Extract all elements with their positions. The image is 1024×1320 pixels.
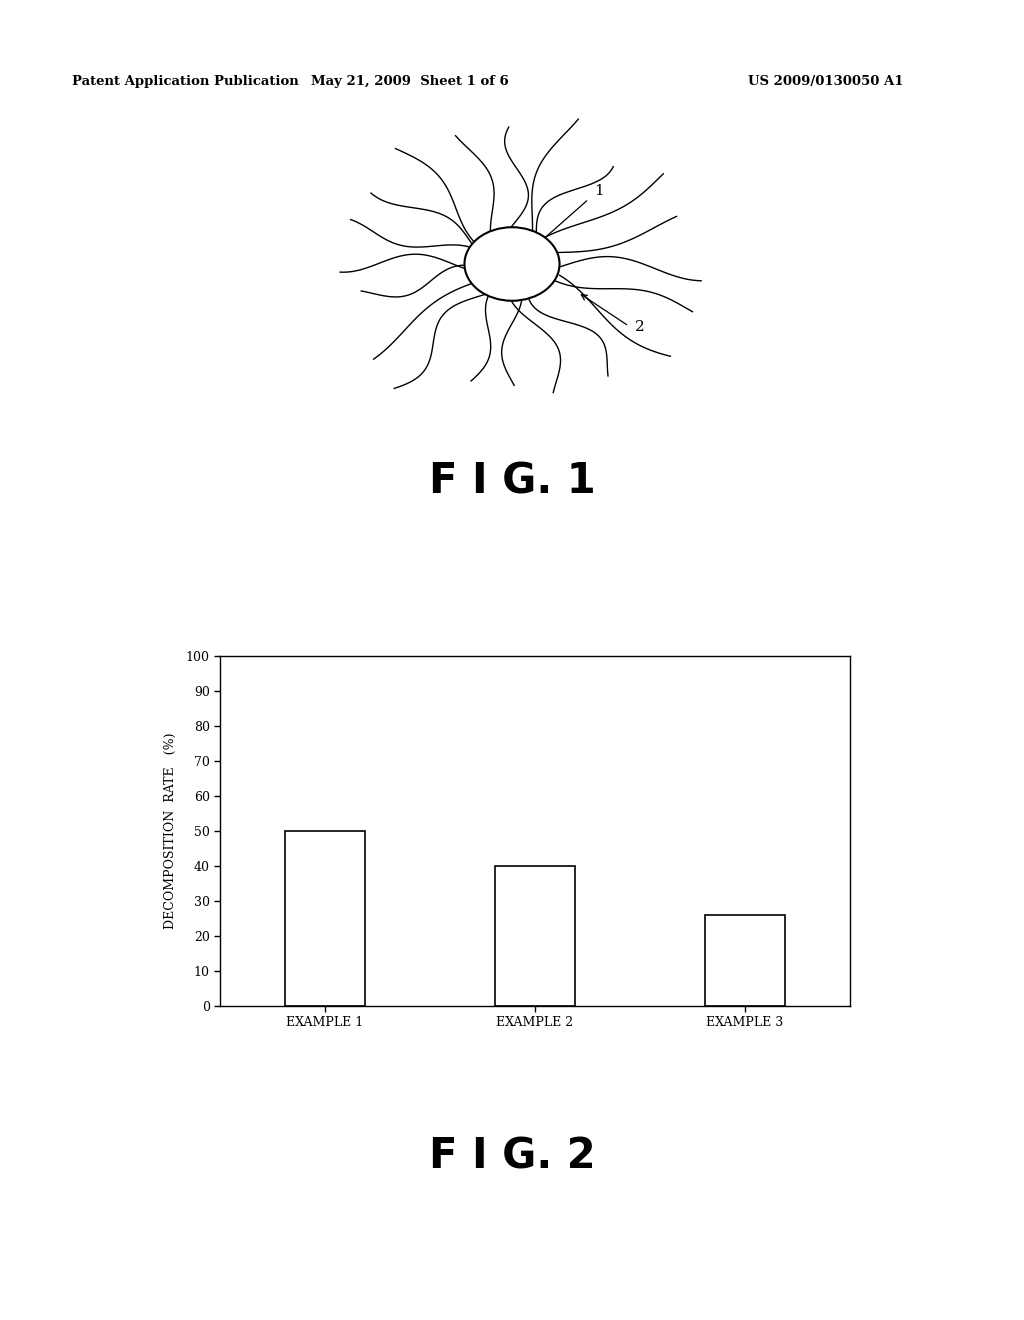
Text: 1: 1 (594, 183, 604, 198)
Y-axis label: DECOMPOSITION  RATE   (%): DECOMPOSITION RATE (%) (165, 733, 177, 929)
Bar (286, 832, 365, 1006)
Circle shape (465, 227, 559, 301)
Bar (706, 915, 784, 1006)
Text: May 21, 2009  Sheet 1 of 6: May 21, 2009 Sheet 1 of 6 (310, 75, 509, 88)
Text: 2: 2 (635, 319, 645, 334)
Text: Patent Application Publication: Patent Application Publication (72, 75, 298, 88)
Text: F I G. 2: F I G. 2 (429, 1135, 595, 1177)
Text: US 2009/0130050 A1: US 2009/0130050 A1 (748, 75, 903, 88)
Bar (496, 866, 574, 1006)
Text: F I G. 1: F I G. 1 (429, 461, 595, 503)
